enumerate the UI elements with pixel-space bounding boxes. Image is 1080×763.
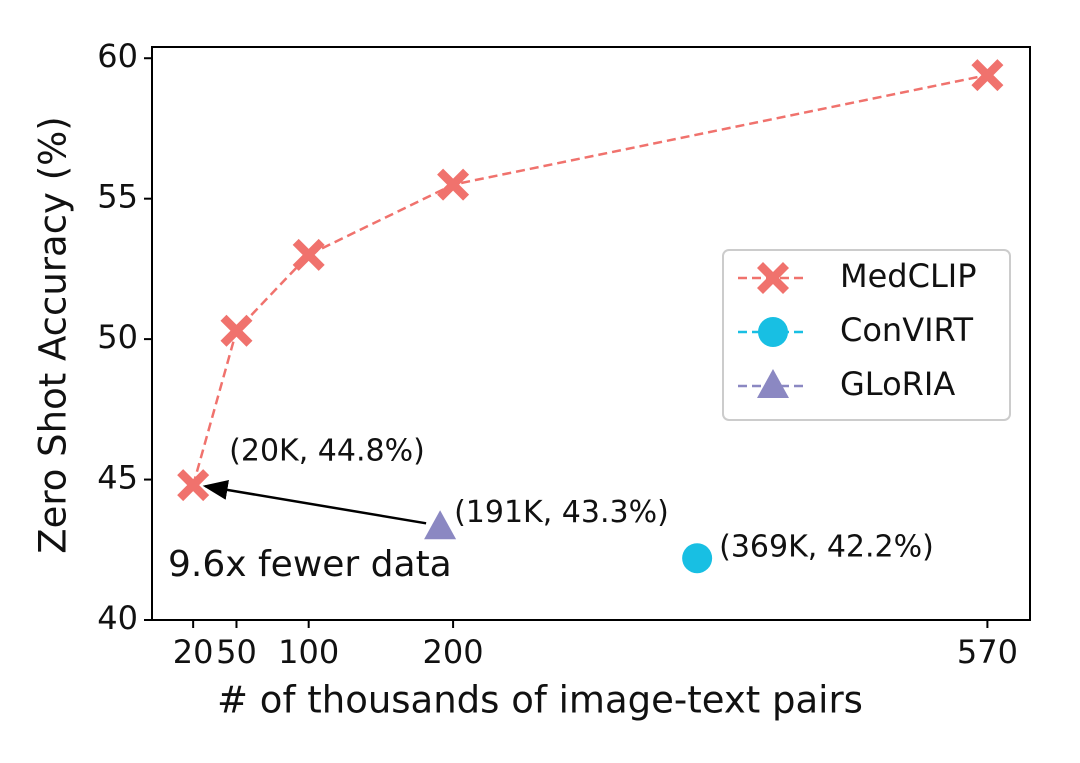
marker-circle (682, 543, 713, 574)
marker-x (220, 314, 253, 347)
y-tick-label: 55 (97, 178, 138, 216)
marker-triangle (757, 369, 789, 398)
y-tick-label: 60 (97, 37, 138, 75)
x-tick-label: 50 (216, 633, 257, 671)
marker-circle (758, 317, 788, 347)
annotation: (20K, 44.8%) (229, 434, 425, 469)
arrow (202, 480, 427, 525)
marker-x (177, 469, 210, 502)
annotation: (369K, 42.2%) (719, 530, 934, 565)
y-tick-label: 40 (97, 599, 138, 637)
y-axis-label: Zero Shot Accuracy (%) (32, 116, 75, 553)
series-line (191, 73, 988, 486)
x-tick-label: 20 (173, 633, 214, 671)
marker-x (292, 238, 325, 271)
y-tick-label: 45 (97, 459, 138, 497)
y-tick-label: 50 (97, 318, 138, 356)
marker-x (971, 59, 1004, 92)
annotation: (191K, 43.3%) (454, 495, 669, 530)
annotation: 9.6x fewer data (168, 544, 452, 585)
marker-x (757, 262, 789, 294)
x-tick-label: 100 (278, 633, 339, 671)
x-tick-label: 570 (957, 633, 1018, 671)
legend-label: ConVIRT (840, 311, 973, 349)
marker-x (437, 168, 470, 201)
marker-triangle (424, 510, 457, 540)
legend-label: MedCLIP (840, 257, 977, 295)
x-tick-label: 200 (423, 633, 484, 671)
legend-label: GLoRIA (840, 365, 955, 403)
legend-box (722, 249, 1011, 421)
plot-frame (151, 46, 1031, 621)
x-axis-label: # of thousands of image-text pairs (217, 679, 863, 722)
